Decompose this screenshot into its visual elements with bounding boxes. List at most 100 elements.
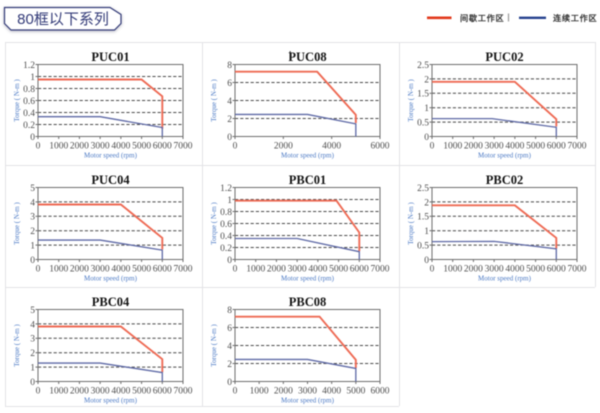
svg-text:6000: 6000 xyxy=(349,264,368,274)
svg-text:7000: 7000 xyxy=(567,142,586,152)
svg-text:0: 0 xyxy=(36,386,41,396)
svg-text:80框以下系列: 80框以下系列 xyxy=(17,11,109,28)
svg-text:8: 8 xyxy=(227,305,232,315)
svg-text:7000: 7000 xyxy=(370,264,389,274)
svg-text:0.8: 0.8 xyxy=(23,85,35,95)
svg-text:0: 0 xyxy=(227,255,232,265)
svg-text:PBC08: PBC08 xyxy=(288,295,326,309)
svg-text:5: 5 xyxy=(30,305,35,315)
svg-text:1: 1 xyxy=(424,104,429,114)
svg-text:Torque ( N-m ): Torque ( N-m ) xyxy=(13,323,21,366)
svg-text:8: 8 xyxy=(227,61,232,71)
svg-text:0.4: 0.4 xyxy=(220,231,232,241)
svg-text:6: 6 xyxy=(227,323,232,333)
svg-text:6000: 6000 xyxy=(153,142,172,152)
svg-text:7000: 7000 xyxy=(567,264,586,274)
svg-text:6000: 6000 xyxy=(546,264,565,274)
svg-text:Motor speed (rpm): Motor speed (rpm) xyxy=(84,152,138,160)
svg-text:3000: 3000 xyxy=(484,142,503,152)
svg-text:Motor speed (rpm): Motor speed (rpm) xyxy=(478,152,532,160)
svg-text:0.6: 0.6 xyxy=(23,97,35,107)
svg-text:6000: 6000 xyxy=(370,142,389,152)
svg-text:2000: 2000 xyxy=(70,142,89,152)
svg-text:4000: 4000 xyxy=(111,264,130,274)
svg-text:1: 1 xyxy=(30,363,35,373)
svg-text:1: 1 xyxy=(424,227,429,237)
svg-text:0: 0 xyxy=(36,142,41,152)
svg-text:0: 0 xyxy=(36,264,41,274)
svg-text:1000: 1000 xyxy=(49,264,68,274)
svg-text:0.5: 0.5 xyxy=(417,241,429,251)
svg-text:5000: 5000 xyxy=(526,142,545,152)
svg-text:1000: 1000 xyxy=(443,264,462,274)
svg-text:4: 4 xyxy=(227,341,232,351)
svg-text:Motor speed (rpm): Motor speed (rpm) xyxy=(478,274,532,282)
svg-text:6000: 6000 xyxy=(546,142,565,152)
svg-text:0: 0 xyxy=(232,142,237,152)
svg-text:3000: 3000 xyxy=(91,142,110,152)
svg-text:6000: 6000 xyxy=(153,386,172,396)
svg-text:7000: 7000 xyxy=(174,386,193,396)
svg-text:1.5: 1.5 xyxy=(417,90,429,100)
svg-text:PBC04: PBC04 xyxy=(92,295,130,309)
svg-text:1.2: 1.2 xyxy=(23,61,35,71)
svg-text:间歇工作区: 间歇工作区 xyxy=(460,13,504,23)
svg-text:1000: 1000 xyxy=(249,386,268,396)
svg-text:4000: 4000 xyxy=(308,264,327,274)
svg-text:4000: 4000 xyxy=(505,264,524,274)
svg-text:Motor speed (rpm): Motor speed (rpm) xyxy=(281,396,335,404)
svg-text:3: 3 xyxy=(30,334,35,344)
svg-text:Motor speed (rpm): Motor speed (rpm) xyxy=(84,396,138,404)
svg-text:0: 0 xyxy=(232,264,237,274)
svg-text:6: 6 xyxy=(227,79,232,89)
svg-text:2: 2 xyxy=(227,115,232,125)
svg-text:2000: 2000 xyxy=(273,142,292,152)
svg-text:0: 0 xyxy=(429,264,434,274)
svg-text:0.8: 0.8 xyxy=(220,207,232,217)
svg-text:1.2: 1.2 xyxy=(220,183,232,193)
svg-text:0: 0 xyxy=(424,255,429,265)
svg-text:5000: 5000 xyxy=(526,264,545,274)
svg-text:2.5: 2.5 xyxy=(417,183,429,193)
svg-text:0: 0 xyxy=(30,133,35,143)
svg-text:PUC08: PUC08 xyxy=(288,50,326,64)
svg-text:2: 2 xyxy=(30,349,35,359)
svg-text:2: 2 xyxy=(424,75,429,85)
svg-text:4000: 4000 xyxy=(322,142,341,152)
svg-text:5000: 5000 xyxy=(132,386,151,396)
svg-text:2.5: 2.5 xyxy=(417,61,429,71)
svg-text:4: 4 xyxy=(227,97,232,107)
svg-text:Torque ( N-m ): Torque ( N-m ) xyxy=(407,201,415,244)
svg-text:0.5: 0.5 xyxy=(417,119,429,129)
svg-text:5000: 5000 xyxy=(346,386,365,396)
svg-text:Torque ( N-m ): Torque ( N-m ) xyxy=(13,79,21,122)
svg-text:2: 2 xyxy=(227,359,232,369)
svg-text:6000: 6000 xyxy=(370,386,389,396)
svg-text:连续工作区: 连续工作区 xyxy=(553,13,597,23)
svg-text:2: 2 xyxy=(424,198,429,208)
svg-text:3000: 3000 xyxy=(91,264,110,274)
svg-text:2000: 2000 xyxy=(463,142,482,152)
svg-text:Motor speed (rpm): Motor speed (rpm) xyxy=(281,274,335,282)
svg-text:7000: 7000 xyxy=(174,264,193,274)
svg-text:0: 0 xyxy=(227,133,232,143)
svg-text:4000: 4000 xyxy=(322,386,341,396)
svg-text:PBC02: PBC02 xyxy=(485,173,523,187)
svg-text:2000: 2000 xyxy=(70,264,89,274)
svg-text:4: 4 xyxy=(30,320,35,330)
svg-text:1000: 1000 xyxy=(246,264,265,274)
svg-text:0.2: 0.2 xyxy=(220,243,232,253)
svg-text:0: 0 xyxy=(424,133,429,143)
svg-text:PUC02: PUC02 xyxy=(485,50,523,64)
svg-text:4000: 4000 xyxy=(111,142,130,152)
svg-text:2000: 2000 xyxy=(266,264,285,274)
svg-text:2: 2 xyxy=(30,227,35,237)
svg-text:PBC01: PBC01 xyxy=(288,173,326,187)
svg-text:7000: 7000 xyxy=(174,142,193,152)
svg-text:0.6: 0.6 xyxy=(220,219,232,229)
svg-text:PUC01: PUC01 xyxy=(91,50,129,64)
svg-text:1: 1 xyxy=(30,241,35,251)
svg-text:Motor speed (rpm): Motor speed (rpm) xyxy=(281,152,335,160)
svg-text:Torque ( N-m ): Torque ( N-m ) xyxy=(13,201,21,244)
svg-text:0.2: 0.2 xyxy=(23,121,35,131)
